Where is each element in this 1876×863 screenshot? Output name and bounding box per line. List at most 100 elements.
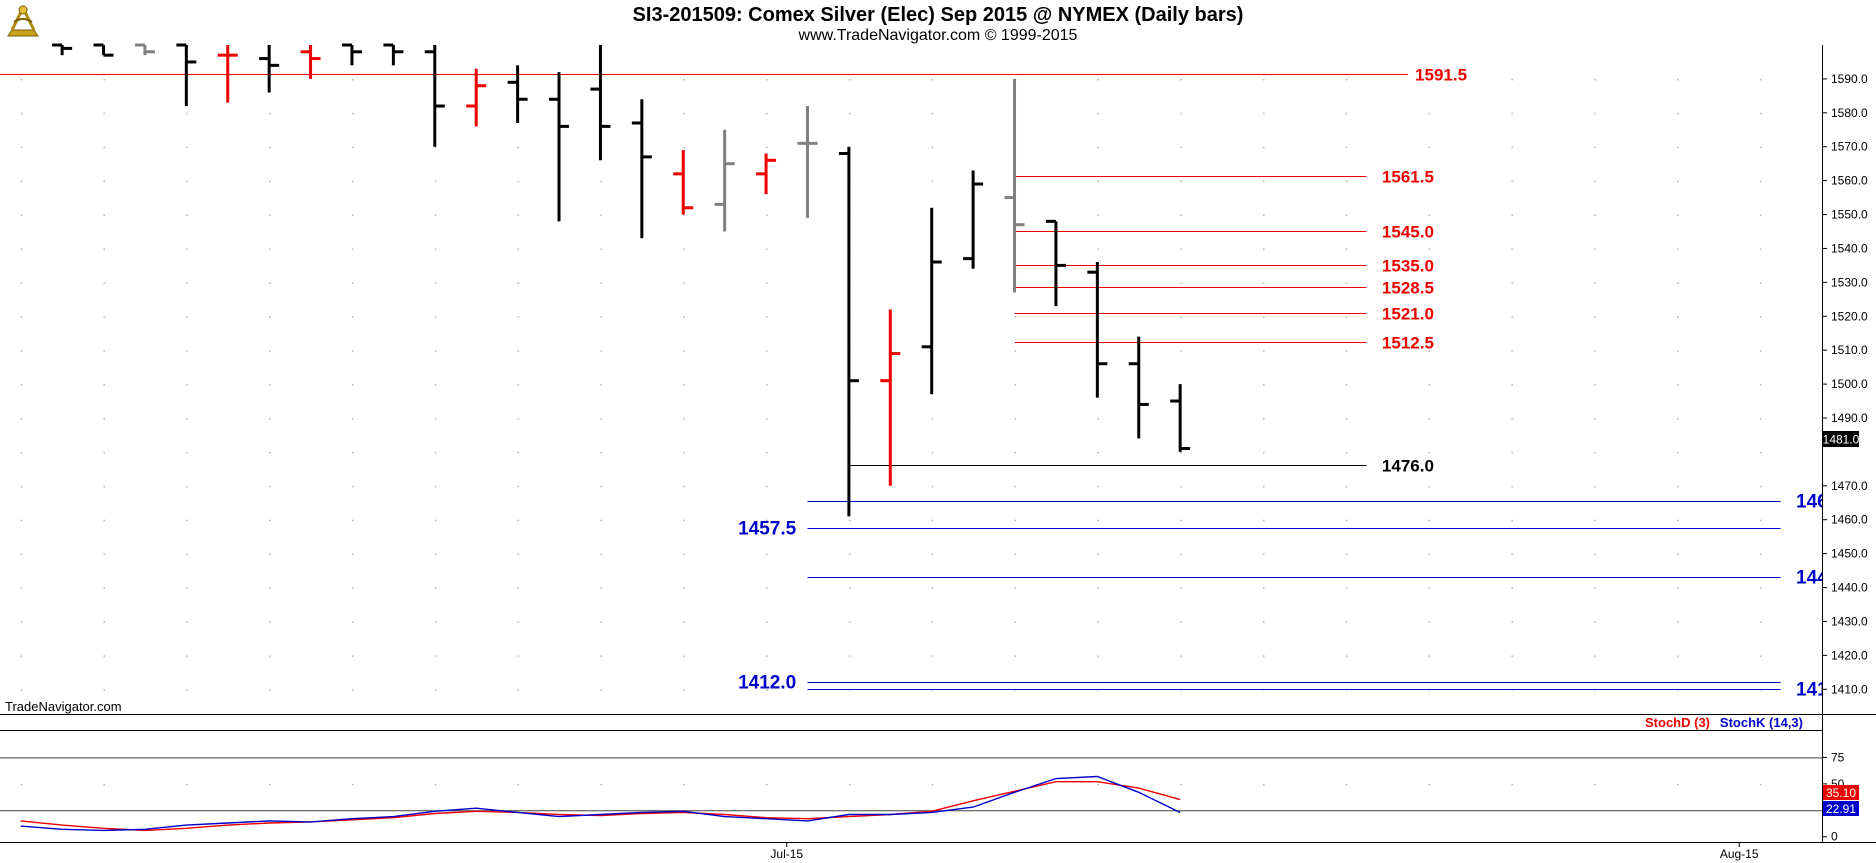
grid-dot [352,146,354,149]
header-band [0,0,1876,45]
grid-dot [766,384,768,386]
grid-dot [517,316,520,318]
grid-dot [848,553,851,556]
grid-dot [1014,316,1016,318]
grid-dot [848,621,851,623]
ohlc-bar [1170,384,1191,452]
grid-dot [517,384,520,386]
y-tick-label: 1520.0 [1831,309,1868,323]
grid-dot [1428,112,1431,115]
grid-dot [434,451,437,454]
grid-dot [1677,587,1679,589]
grid-dot [1345,655,1348,657]
grid-dot [931,146,934,149]
grid-dot [186,214,188,216]
grid-dot [434,689,437,691]
grid-dot [20,451,23,454]
grid-dot [1097,485,1099,488]
grid-dot [1759,112,1762,115]
grid-dot [1263,587,1265,589]
grid-dot [269,587,271,589]
grid-dot [1677,485,1679,488]
watermark: TradeNavigator.com [5,699,122,714]
grid-dot [186,587,188,589]
grid-dot [1759,384,1762,386]
grid-dot [269,180,271,183]
grid-dot [1759,689,1762,691]
grid-dot [683,655,685,657]
grid-dot [1759,485,1762,488]
grid-dot [1345,689,1348,691]
grid-dot [683,485,685,488]
grid-dot [1428,621,1431,623]
grid-dot [186,418,188,420]
grid-dot [269,485,271,488]
grid-dot [1263,451,1265,454]
ohlc-bar [52,43,73,56]
grid-dot [517,519,520,522]
grid-dot [352,180,354,183]
grid-dot [269,655,271,657]
grid-dot [600,350,602,352]
grid-dot [1594,350,1596,352]
grid-dot [352,451,354,454]
grid-dot [1263,418,1265,420]
grid-dot [1180,689,1182,691]
grid-dot [20,418,23,420]
ohlc-bar [631,99,652,239]
grid-dot [517,248,520,250]
grid-dot [600,214,602,216]
grid-dot [766,248,768,250]
grid-dot [1511,350,1513,352]
grid-dot [1180,78,1182,81]
stoch-y-tick-label: 75 [1831,750,1845,764]
price-plot-area [0,45,1822,713]
grid-dot [1097,418,1099,420]
grid-dot [600,553,602,556]
grid-dot [931,112,934,115]
level-label: 1476.0 [1382,457,1434,476]
grid-dot [1511,587,1513,589]
grid-dot [766,485,768,488]
grid-dot [1097,689,1099,691]
grid-dot [1594,316,1596,318]
grid-dot [1180,485,1182,488]
grid-dot [1263,248,1265,250]
grid-dot [1759,418,1762,420]
grid-dot [1677,384,1679,386]
grid-dot [1511,248,1513,250]
x-tick-label: Jul-15 [770,847,803,861]
grid-dot [103,214,105,216]
grid-dot [352,418,354,420]
grid-dot [20,519,23,522]
grid-dot [1677,689,1679,691]
grid-dot [1263,316,1265,318]
grid-dot [683,689,685,691]
y-tick-label: 1550.0 [1831,208,1868,222]
grid-dot [1428,248,1431,250]
grid-dot [1263,384,1265,386]
grid-dot [1180,783,1182,786]
grid-dot [1428,78,1431,81]
grid-dot [931,621,934,623]
grid-dot [434,485,437,488]
grid-dot [103,418,105,420]
grid-dot [848,783,851,786]
grid-dot [766,350,768,352]
grid-dot [766,689,768,691]
grid-dot [1097,587,1099,589]
ohlc-bar [1004,78,1025,293]
grid-dot [931,783,934,786]
grid-dot [517,146,520,149]
ohlc-bar [341,43,362,66]
grid-dot [103,282,105,284]
grid-dot [269,384,271,386]
stochk-last-tag [1823,801,1859,816]
grid-dot [1759,519,1762,522]
grid-dot [1345,418,1348,420]
grid-dot [1263,689,1265,691]
grid-dot [517,689,520,691]
grid-dot [103,553,105,556]
grid-dot [1511,655,1513,657]
grid-dot [1594,214,1596,216]
